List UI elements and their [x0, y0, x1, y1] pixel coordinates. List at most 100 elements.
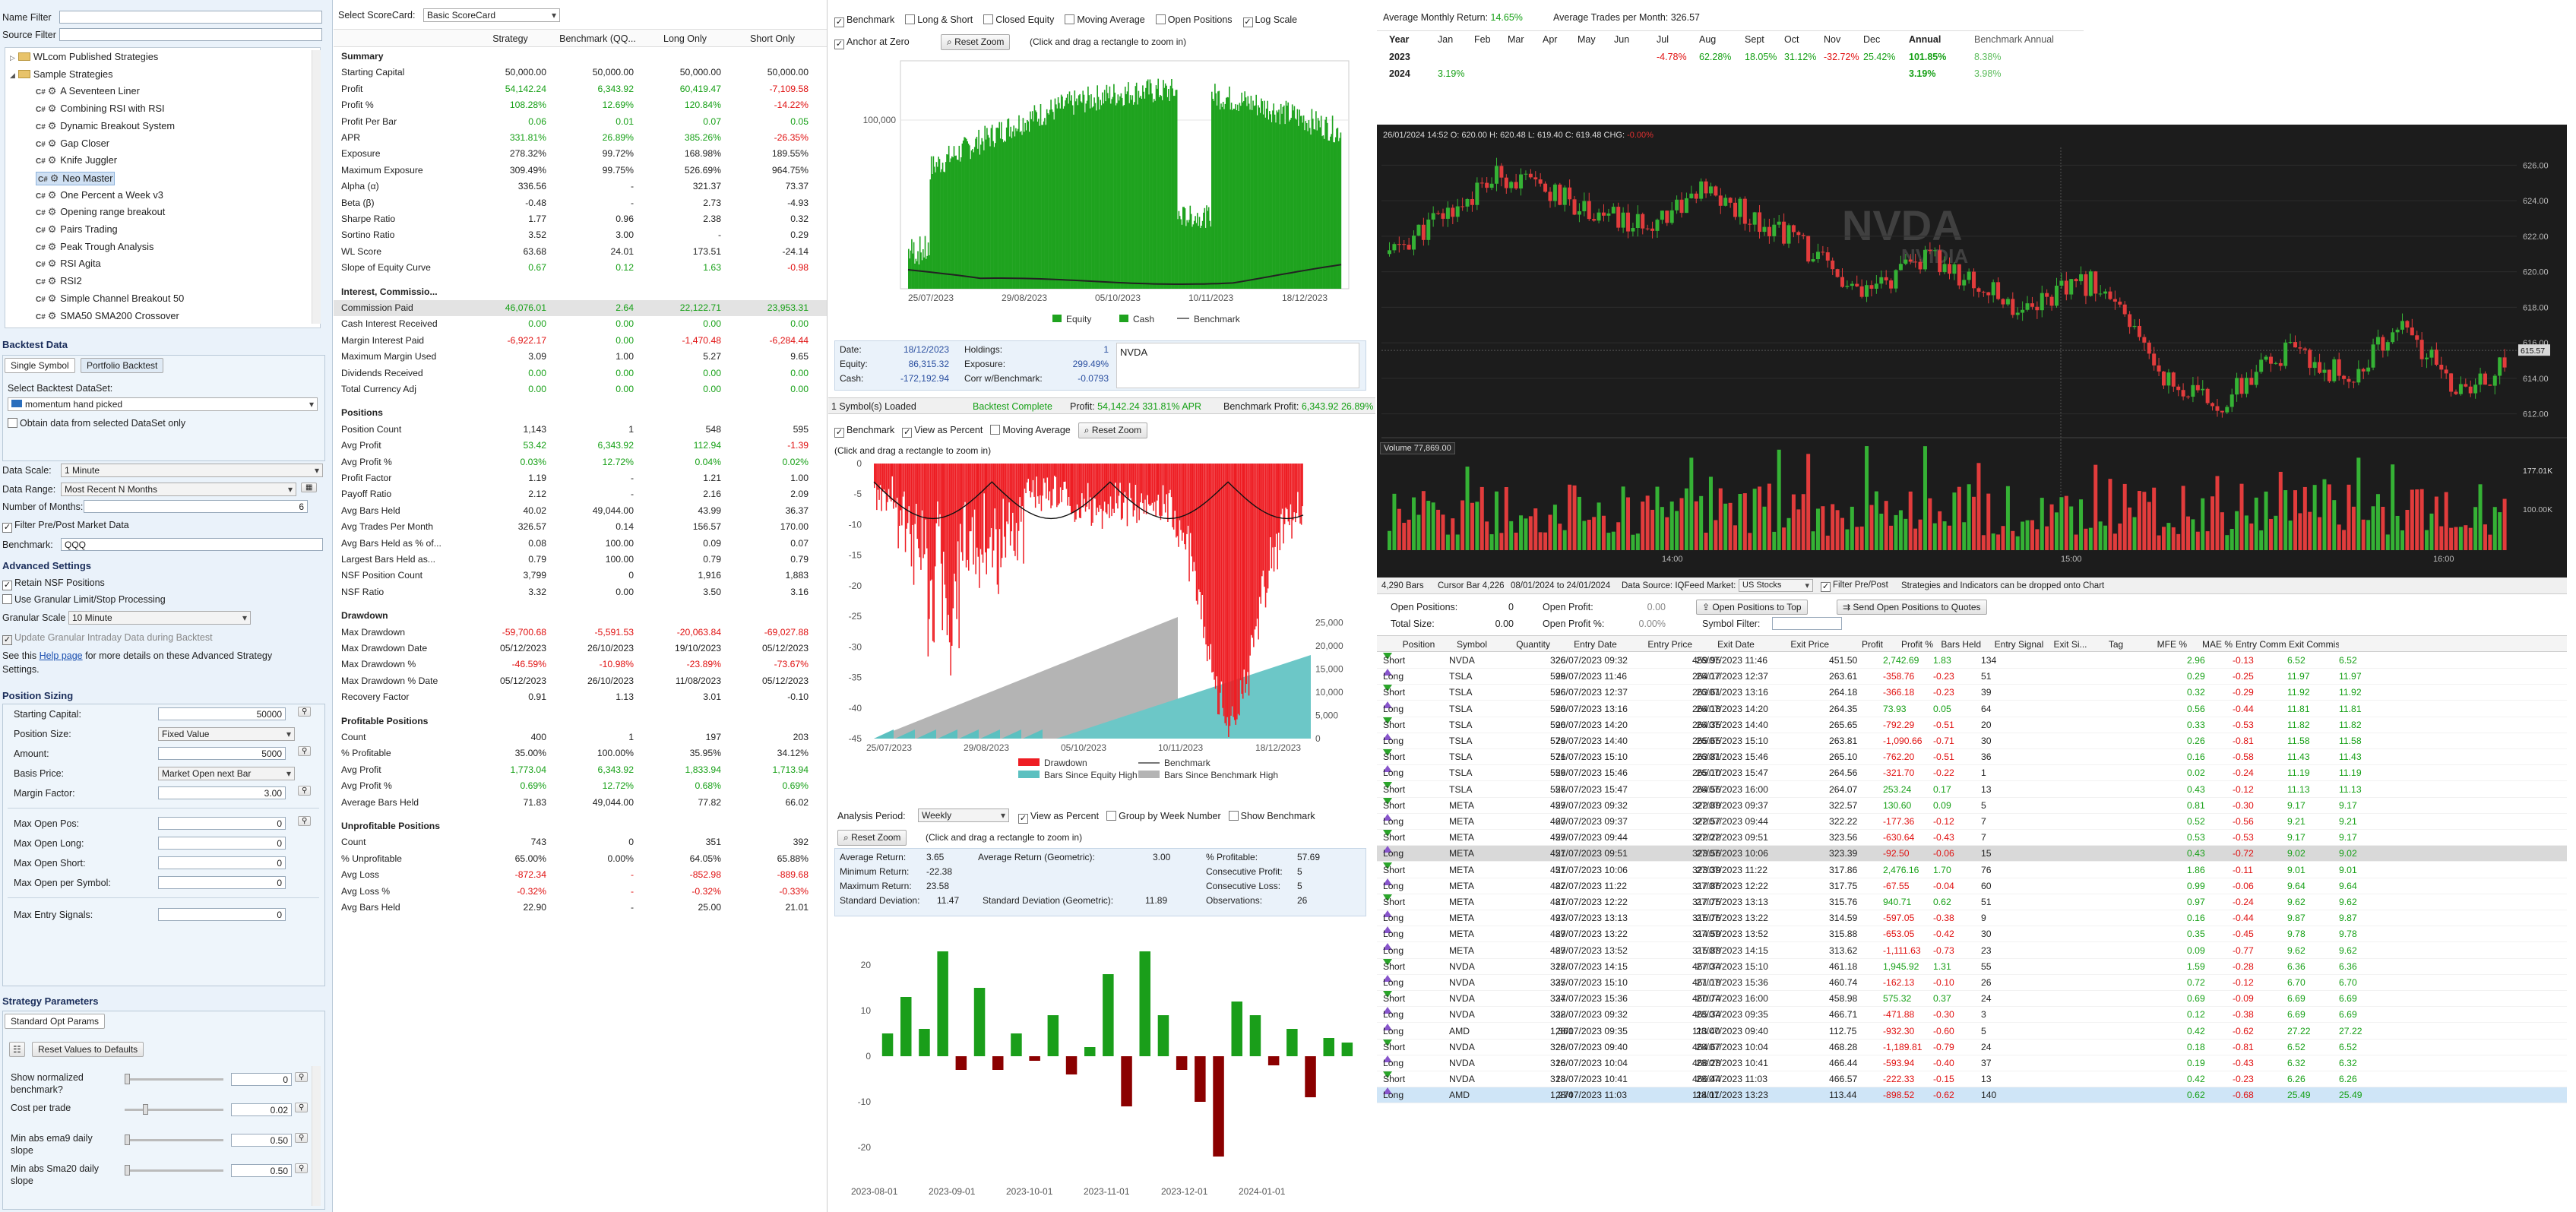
- positions-col-header[interactable]: Exit Date: [1717, 639, 1755, 650]
- drawdown-reset-zoom-button[interactable]: ⌕ Reset Zoom: [1078, 422, 1148, 438]
- param-slider-thumb[interactable]: [125, 1134, 130, 1145]
- position-row[interactable]: Short NVDA 326 26/07/2023 09:32 459.95 26/07/…: [1377, 653, 2567, 669]
- param-slider-thumb[interactable]: [143, 1104, 148, 1115]
- param-slider[interactable]: [125, 1139, 223, 1141]
- benchmark-input[interactable]: QQQ: [61, 538, 323, 551]
- position-row[interactable]: Short NVDA 313 28/07/2023 10:41 466.44 28/07/…: [1377, 1071, 2567, 1088]
- expand-icon[interactable]: ▷: [10, 54, 15, 62]
- lock-icon[interactable]: ⚲: [298, 816, 312, 826]
- period-option-checkbox[interactable]: ✓ View as Percent: [1018, 811, 1100, 824]
- positions-col-header[interactable]: Bars Held: [1941, 639, 1981, 650]
- max-entry-input[interactable]: 0: [158, 908, 286, 921]
- position-row[interactable]: Long META 451 27/07/2023 09:51 323.56 27/07/2…: [1377, 846, 2567, 862]
- position-row[interactable]: Long TSLA 579 26/07/2023 14:40 265.65 26/07/2…: [1377, 733, 2567, 749]
- positions-col-header[interactable]: Entry Comm...: [2236, 639, 2287, 650]
- positions-col-header[interactable]: Quantity: [1516, 639, 1550, 650]
- strategy-tree-item[interactable]: C# ⚙ Combining RSI with RSI: [36, 103, 165, 115]
- position-row[interactable]: Long TSLA 559 26/07/2023 15:46 265.10 26/07/2…: [1377, 765, 2567, 782]
- position-row[interactable]: Long NVDA 335 27/07/2023 15:10 461.18 27/07/2…: [1377, 975, 2567, 991]
- position-row[interactable]: Short NVDA 318 27/07/2023 14:15 467.34 27/07/…: [1377, 958, 2567, 975]
- source-filter-input[interactable]: [59, 28, 322, 41]
- position-row[interactable]: Long META 482 27/07/2023 11:22 317.86 27/07/2…: [1377, 878, 2567, 894]
- positions-col-header[interactable]: Exit Price: [1790, 639, 1829, 650]
- max-open-long-input[interactable]: 0: [158, 837, 286, 850]
- position-row[interactable]: Short TSLA 596 26/07/2023 12:37 263.61 26/07/…: [1377, 685, 2567, 701]
- drawdown-chart[interactable]: 0-5-10-15-20-25-30-35-40-4525,00020,0001…: [828, 459, 1375, 793]
- positions-col-header[interactable]: Position: [1402, 639, 1435, 650]
- position-row[interactable]: Short META 451 27/07/2023 10:06 323.39 27/07/…: [1377, 862, 2567, 878]
- reset-defaults-button[interactable]: Reset Values to Defaults: [32, 1042, 144, 1057]
- positions-col-header[interactable]: MAE %: [2201, 639, 2233, 650]
- equity-option-checkbox[interactable]: Closed Equity: [983, 14, 1054, 25]
- col-strategy[interactable]: Strategy: [492, 33, 528, 44]
- param-value-input[interactable]: 0.50: [231, 1164, 292, 1177]
- position-row[interactable]: Long META 489 27/07/2023 13:22 314.59 27/07/2…: [1377, 926, 2567, 943]
- positions-col-header[interactable]: Entry Signal: [1994, 639, 2044, 650]
- send-to-quotes-button[interactable]: ⇉ Send Open Positions to Quotes: [1837, 600, 1987, 615]
- strategy-tree-item[interactable]: C# ⚙ One Percent a Week v3: [36, 188, 163, 201]
- strategy-tree-item[interactable]: C# ⚙ SMA50 SMA200 Crossover: [36, 309, 179, 321]
- help-link[interactable]: Help page: [39, 650, 83, 661]
- basis-price-select[interactable]: Market Open next Bar: [158, 767, 295, 780]
- position-row[interactable]: Short NVDA 334 27/07/2023 15:36 460.74 27/07/…: [1377, 991, 2567, 1008]
- position-row[interactable]: Short NVDA 326 28/07/2023 09:40 464.67 28/07/…: [1377, 1039, 2567, 1055]
- positions-col-header[interactable]: Entry Date: [1574, 639, 1617, 650]
- amount-input[interactable]: 5000: [158, 747, 286, 760]
- granular-checkbox[interactable]: Use Granular Limit/Stop Processing: [2, 594, 166, 605]
- position-row[interactable]: Long TSLA 590 26/07/2023 13:16 264.18 26/07/2…: [1377, 701, 2567, 717]
- param-slider[interactable]: [125, 1169, 223, 1172]
- symbol-filter-input[interactable]: [1772, 617, 1842, 630]
- strategy-tree-item[interactable]: C# ⚙ Neo Master: [36, 171, 116, 185]
- position-row[interactable]: Long AMD 1,361 28/07/2023 09:35 113.40 28/07/…: [1377, 1023, 2567, 1040]
- equity-option-checkbox[interactable]: ✓ Log Scale: [1242, 14, 1298, 27]
- position-row[interactable]: Long TSLA 599 26/07/2023 11:46 264.17 26/07/2…: [1377, 669, 2567, 685]
- lock-icon[interactable]: ⚲: [298, 707, 312, 717]
- lock-icon[interactable]: ⚲: [295, 1103, 309, 1112]
- position-row[interactable]: Long NVDA 332 28/07/2023 09:32 465.34 28/07/2…: [1377, 1007, 2567, 1024]
- equity-option-checkbox[interactable]: ✓ Benchmark: [834, 14, 895, 27]
- calendar-icon[interactable]: ▦: [301, 483, 318, 492]
- price-chart[interactable]: 626.00624.00622.00620.00618.00616.00614.…: [1377, 125, 2567, 578]
- position-row[interactable]: Long META 493 27/07/2023 13:13 315.76 27/07/2…: [1377, 910, 2567, 927]
- tab-standard-opt-params[interactable]: Standard Opt Params: [5, 1014, 106, 1029]
- anchor-zero-checkbox[interactable]: ✓ Anchor at Zero: [834, 36, 910, 49]
- positions-col-header[interactable]: MFE %: [2157, 639, 2187, 650]
- strategy-tree-item[interactable]: C# ⚙ Knife Juggler: [36, 154, 117, 166]
- period-option-checkbox[interactable]: Show Benchmark: [1228, 811, 1315, 821]
- expand-icon[interactable]: ◢: [10, 71, 15, 79]
- position-row[interactable]: Short META 481 27/07/2023 12:22 317.75 27/07/…: [1377, 894, 2567, 910]
- scorecard-select[interactable]: Basic ScoreCard: [423, 8, 560, 22]
- equity-option-checkbox[interactable]: Open Positions: [1155, 14, 1233, 25]
- param-value-input[interactable]: 0.02: [231, 1103, 292, 1116]
- strategy-tree-item[interactable]: C# ⚙ RSI Agita: [36, 258, 101, 270]
- position-row[interactable]: Long META 489 27/07/2023 13:52 315.88 27/07/2…: [1377, 942, 2567, 959]
- position-row[interactable]: Short META 459 27/07/2023 09:44 322.22 27/07/…: [1377, 830, 2567, 847]
- obtain-checkbox[interactable]: Obtain data from selected DataSet only: [8, 418, 185, 429]
- period-option-checkbox[interactable]: Group by Week Number: [1106, 811, 1221, 821]
- strategy-tree-item[interactable]: C# ⚙ Dynamic Breakout System: [36, 119, 176, 131]
- param-slider-thumb[interactable]: [125, 1074, 130, 1084]
- strategy-tree-item[interactable]: C# ⚙ Gap Closer: [36, 137, 110, 149]
- strategy-tree-item[interactable]: C# ⚙ Simple Channel Breakout 50: [36, 292, 185, 304]
- filter-pre-checkbox[interactable]: ✓ Filter Pre/Post Market Data: [2, 520, 129, 533]
- dataset-select[interactable]: momentum hand picked: [8, 397, 318, 411]
- drawdown-option-checkbox[interactable]: ✓ View as Percent: [902, 425, 983, 438]
- granular-scale-select[interactable]: 10 Minute: [68, 611, 251, 625]
- analysis-period-select[interactable]: Weekly: [918, 809, 1009, 822]
- position-size-select[interactable]: Fixed Value: [158, 727, 295, 741]
- retain-nsf-checkbox[interactable]: ✓ Retain NSF Positions: [2, 578, 105, 590]
- positions-col-header[interactable]: Entry Price: [1647, 639, 1692, 650]
- strategy-tree-item[interactable]: C# ⚙ RSI2: [36, 275, 82, 287]
- update-granular-checkbox[interactable]: ✓ Update Granular Intraday Data during Ba…: [2, 632, 213, 645]
- equity-option-checkbox[interactable]: Long & Short: [905, 14, 973, 25]
- filter-pre-post-checkbox[interactable]: ✓ Filter Pre/Post: [1821, 581, 1888, 592]
- position-row[interactable]: Long AMD 1,274 28/07/2023 11:03 114.11 28/07/…: [1377, 1087, 2567, 1104]
- tab-single-symbol[interactable]: Single Symbol: [5, 358, 75, 373]
- position-row[interactable]: Short TSLA 557 26/07/2023 15:47 264.56 26/07/…: [1377, 781, 2567, 798]
- lock-icon[interactable]: ⚲: [298, 786, 312, 796]
- col-short-only[interactable]: Short Only: [749, 33, 796, 44]
- position-row[interactable]: Long META 460 27/07/2023 09:37 322.57 27/07/2…: [1377, 814, 2567, 830]
- position-row[interactable]: Short TSLA 571 26/07/2023 15:10 263.81 26/07/…: [1377, 749, 2567, 766]
